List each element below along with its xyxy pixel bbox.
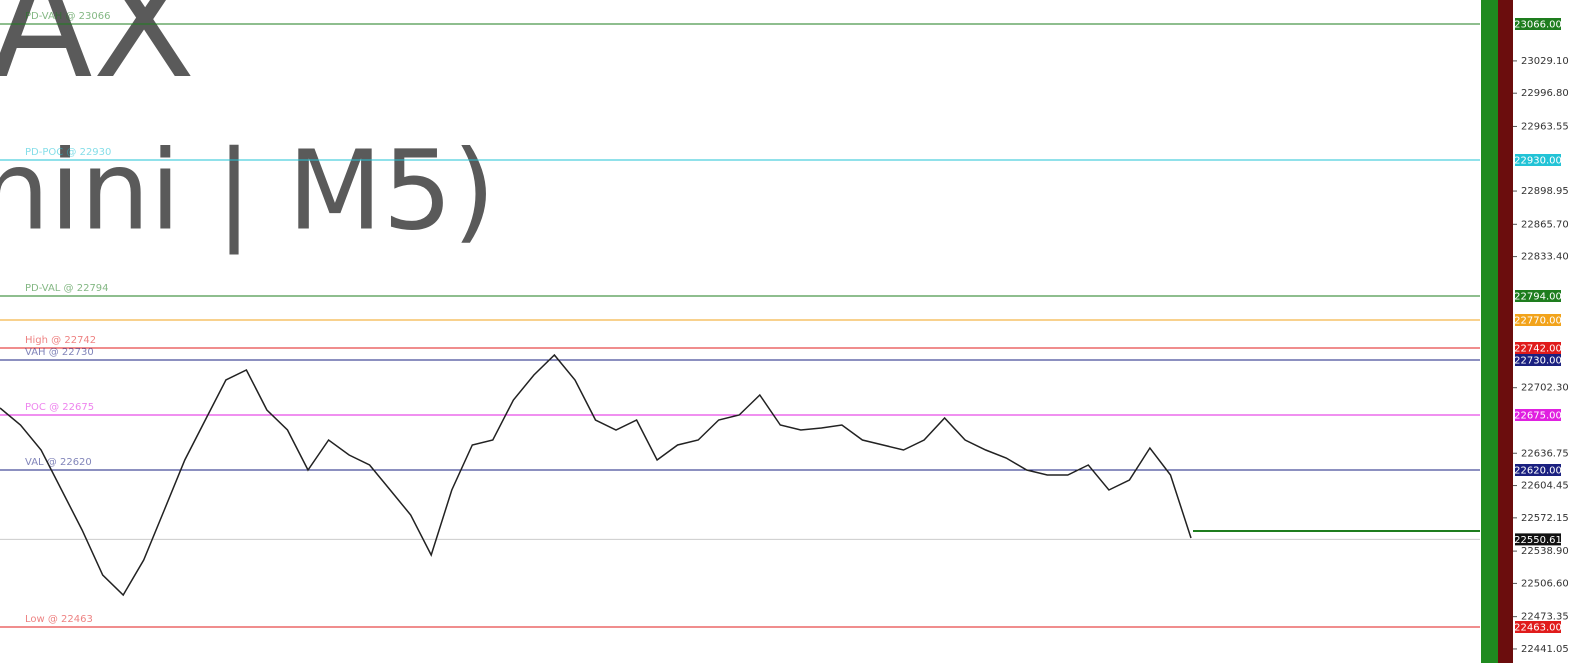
y-tick-label: 22473.35 bbox=[1521, 612, 1569, 623]
level-note: Low @ 22463 bbox=[25, 614, 93, 625]
watermark: nini | M5) bbox=[0, 126, 495, 255]
y-tick-label: 22604.45 bbox=[1521, 481, 1569, 492]
level-note: VAL @ 22620 bbox=[25, 457, 92, 468]
price-tag bbox=[1515, 409, 1561, 421]
price-tag bbox=[1515, 464, 1561, 476]
price-tag-label: 22463.00 bbox=[1514, 623, 1562, 634]
price-tag bbox=[1515, 18, 1561, 30]
price-tag-label: 22930.00 bbox=[1514, 156, 1562, 167]
y-tick-label: 22963.55 bbox=[1521, 121, 1569, 132]
price-tag-label: 22675.00 bbox=[1514, 411, 1562, 422]
buy-strip bbox=[1481, 0, 1498, 663]
y-tick-label: 22538.90 bbox=[1521, 546, 1569, 557]
price-tag bbox=[1515, 314, 1561, 326]
y-tick-label: 22702.30 bbox=[1521, 383, 1569, 394]
level-note: PD-POC @ 22930 bbox=[25, 147, 111, 158]
price-tag bbox=[1515, 290, 1561, 302]
price-tag-label: 22550.61 bbox=[1514, 535, 1562, 546]
price-tag-label: 22730.00 bbox=[1514, 356, 1562, 367]
price-line bbox=[0, 353, 1192, 597]
y-tick-label: 22898.95 bbox=[1521, 186, 1569, 197]
price-tag bbox=[1515, 342, 1561, 354]
price-tag bbox=[1515, 621, 1561, 633]
y-tick-label: 22833.40 bbox=[1521, 252, 1569, 263]
y-tick-label: 23029.10 bbox=[1521, 56, 1569, 67]
level-note: PD-VAL @ 22794 bbox=[25, 283, 109, 294]
y-tick-label: 22572.15 bbox=[1521, 513, 1569, 524]
y-tick-label: 22996.80 bbox=[1521, 88, 1569, 99]
price-tag bbox=[1515, 154, 1561, 166]
price-tag bbox=[1515, 354, 1561, 366]
y-tick-label: 22506.60 bbox=[1521, 578, 1569, 589]
sell-strip bbox=[1498, 0, 1513, 663]
level-note: High @ 22742 bbox=[25, 335, 96, 346]
level-note: POC @ 22675 bbox=[25, 402, 94, 413]
y-tick-label: 22441.05 bbox=[1521, 644, 1569, 655]
price-tag-label: 22794.00 bbox=[1514, 292, 1562, 303]
y-tick-label: 22636.75 bbox=[1521, 448, 1569, 459]
level-note: PD-VAH @ 23066 bbox=[25, 11, 110, 22]
price-tag-label: 22770.00 bbox=[1514, 316, 1562, 327]
watermark: AX bbox=[0, 0, 195, 112]
y-tick-label: 22865.70 bbox=[1521, 219, 1569, 230]
price-tag-label: 22620.00 bbox=[1514, 466, 1562, 477]
price-tag-label: 23066.00 bbox=[1514, 20, 1562, 31]
price-tag-label: 22742.00 bbox=[1514, 344, 1562, 355]
price-tag bbox=[1515, 533, 1561, 546]
level-note: VAH @ 22730 bbox=[25, 347, 94, 358]
